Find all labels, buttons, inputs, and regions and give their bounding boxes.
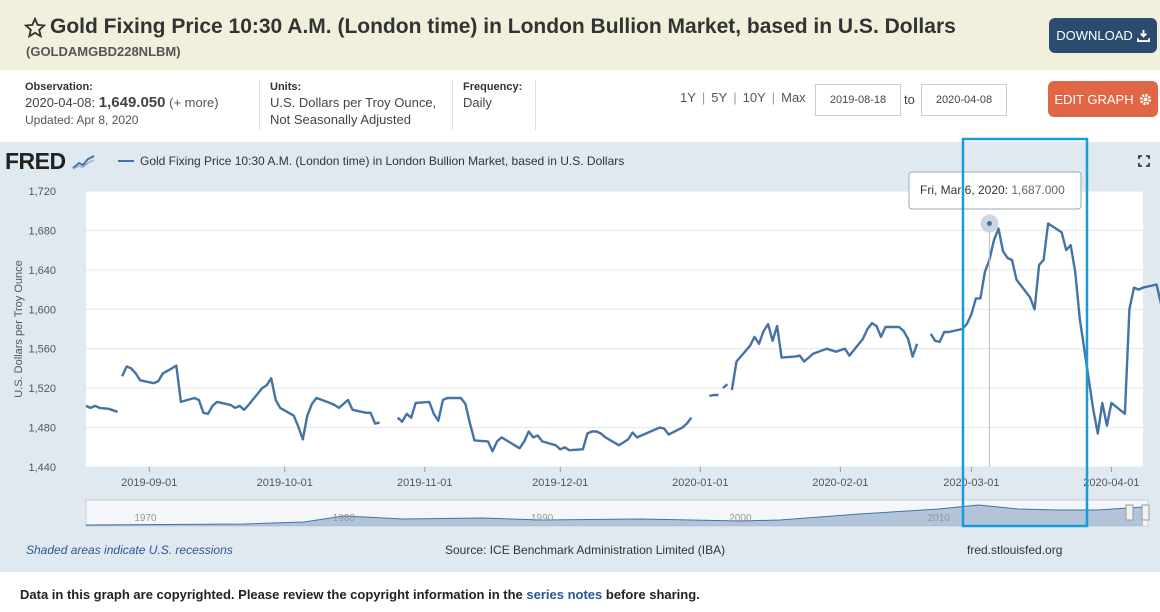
fullscreen-icon[interactable] xyxy=(1138,155,1150,167)
fred-url[interactable]: fred.stlouisfed.org xyxy=(967,543,1063,557)
edit-graph-label: EDIT GRAPH xyxy=(1054,91,1134,107)
observation-value: 1,649.050 xyxy=(98,94,166,111)
divider xyxy=(452,80,453,130)
units-line-2: Not Seasonally Adjusted xyxy=(270,112,411,127)
observation-date: 2020-04-08: xyxy=(25,95,96,110)
edit-graph-button[interactable]: EDIT GRAPH xyxy=(1048,81,1158,117)
copyright-note: Data in this graph are copyrighted. Plea… xyxy=(20,587,700,602)
legend-swatch xyxy=(118,160,134,162)
series-header: Gold Fixing Price 10:30 A.M. (London tim… xyxy=(0,0,1160,70)
range-5y[interactable]: 5Y xyxy=(711,90,728,105)
download-button[interactable]: DOWNLOAD xyxy=(1049,18,1157,53)
recession-note: Shaded areas indicate U.S. recessions xyxy=(26,543,233,557)
units-block: Units: U.S. Dollars per Troy Ounce, Not … xyxy=(270,81,436,128)
frequency-label: Frequency: xyxy=(463,81,523,93)
series-id: (GOLDAMGBD228NLBM) xyxy=(26,44,181,59)
divider xyxy=(259,80,260,130)
observation-label: Observation: xyxy=(25,81,93,93)
updated-date: Updated: Apr 8, 2020 xyxy=(25,113,139,127)
fred-chart-icon xyxy=(71,155,94,170)
range-selector: 1Y | 5Y | 10Y | Max xyxy=(680,90,806,105)
source-note: Source: ICE Benchmark Administration Lim… xyxy=(445,543,726,557)
range-1y[interactable]: 1Y xyxy=(680,90,696,105)
units-line-1: U.S. Dollars per Troy Ounce, xyxy=(270,95,437,110)
download-icon xyxy=(1136,29,1150,42)
star-icon[interactable] xyxy=(24,17,46,39)
copyright-text-end: before sharing. xyxy=(602,587,700,602)
download-label: DOWNLOAD xyxy=(1056,28,1133,43)
divider xyxy=(535,80,536,130)
gear-icon xyxy=(1139,93,1151,105)
observation-block: Observation: 2020-04-08: 1,649.050 (+ mo… xyxy=(25,81,219,129)
range-10y[interactable]: 10Y xyxy=(742,90,766,105)
fred-logo-text: FRED xyxy=(5,148,66,174)
legend-label: Gold Fixing Price 10:30 A.M. (London tim… xyxy=(140,154,625,168)
range-separator: | xyxy=(733,90,737,105)
range-max[interactable]: Max xyxy=(781,90,806,105)
graph-panel xyxy=(0,142,1160,572)
series-notes-link[interactable]: series notes xyxy=(526,587,603,602)
copyright-text: Data in this graph are copyrighted. Plea… xyxy=(20,587,527,602)
range-separator: | xyxy=(771,90,776,105)
frequency-block: Frequency: Daily xyxy=(463,81,522,111)
fred-logo: FRED xyxy=(5,148,96,175)
frequency-value: Daily xyxy=(463,95,492,110)
more-link[interactable]: (+ more) xyxy=(169,95,219,110)
units-label: Units: xyxy=(270,81,302,93)
page-title: Gold Fixing Price 10:30 A.M. (London tim… xyxy=(50,15,956,38)
chart-legend: Gold Fixing Price 10:30 A.M. (London tim… xyxy=(118,154,624,168)
end-date-input[interactable]: 2020-04-08 xyxy=(921,84,1007,116)
start-date-input[interactable]: 2019-08-18 xyxy=(815,84,901,116)
to-label: to xyxy=(904,92,915,107)
range-separator: | xyxy=(701,90,706,105)
